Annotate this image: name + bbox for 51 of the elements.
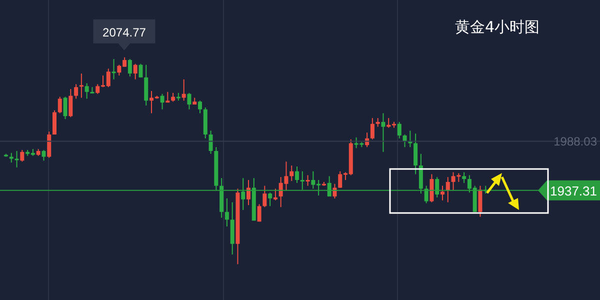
candlestick [198, 100, 202, 114]
candlestick [138, 63, 143, 78]
annotation: 2074.77 [102, 25, 146, 40]
candlestick [47, 131, 52, 158]
candlestick [182, 78, 186, 102]
candlestick [14, 150, 19, 168]
candlestick [58, 96, 62, 114]
candlestick [295, 166, 299, 184]
candlestick [290, 164, 294, 182]
candlestick [160, 93, 164, 110]
candlestick [446, 176, 450, 203]
candlestick [128, 58, 132, 77]
candlestick [424, 185, 428, 204]
candlestick [300, 170, 304, 190]
candlestick [20, 150, 24, 162]
text: 黄金4小时图 [455, 18, 540, 37]
candlestick [262, 185, 267, 208]
candlestick [440, 185, 444, 201]
candlestick [144, 64, 148, 106]
candlestick [306, 174, 310, 186]
candlestick [84, 82, 89, 100]
candlestick [414, 133, 418, 175]
candlestick [381, 112, 386, 152]
candlestick [63, 96, 68, 120]
candlestick [370, 118, 374, 140]
candlestick [430, 174, 434, 203]
candlestick [79, 73, 84, 98]
candlestick [273, 188, 278, 201]
candlestick [332, 183, 337, 199]
candlestick [74, 84, 78, 100]
candlestick [435, 176, 440, 198]
candlestick [208, 130, 213, 154]
candlestick [112, 58, 116, 80]
candlestick [327, 176, 332, 197]
candlestick [68, 88, 73, 118]
candlestick [418, 153, 423, 194]
candlestick [133, 63, 138, 80]
candlestick [224, 198, 229, 227]
candlestick [397, 121, 402, 139]
candlestick [241, 178, 246, 210]
ref-line-label: 1937.31 [550, 183, 597, 198]
candlestick [52, 110, 56, 136]
candlestick [246, 180, 250, 206]
candlestick [268, 192, 272, 207]
candlestick [42, 150, 46, 162]
candlestick [257, 204, 262, 222]
ref-line-label: 1988.03 [554, 134, 598, 148]
candlestick [478, 185, 482, 218]
candlestick [462, 172, 466, 184]
candlestick [402, 134, 407, 148]
candlestick [187, 92, 192, 110]
